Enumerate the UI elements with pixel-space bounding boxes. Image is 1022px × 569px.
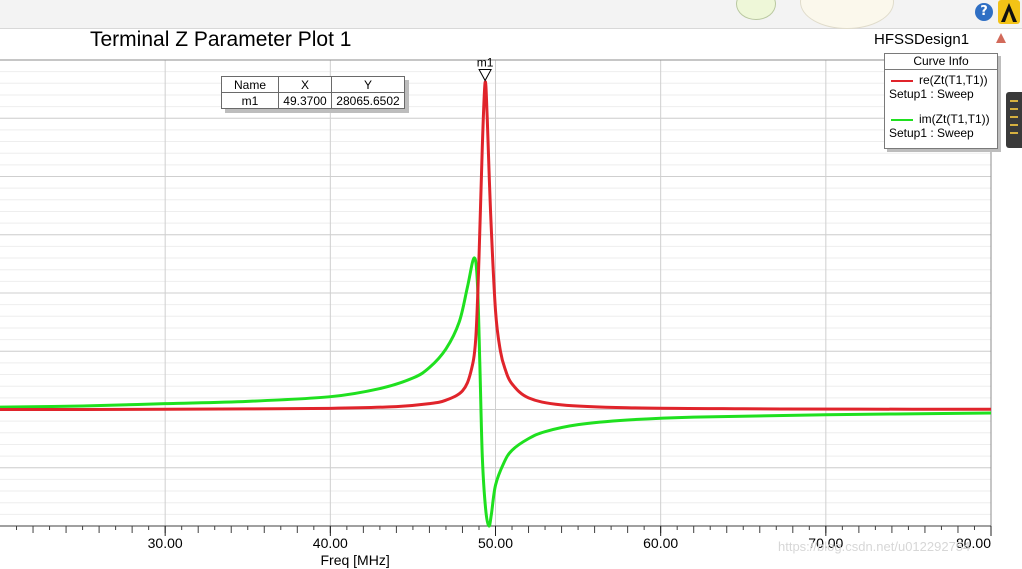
curve-info-legend[interactable]: Curve Info re(Zt(T1,T1)) Setup1 : Sweep … bbox=[884, 53, 998, 149]
x-tick-label: 60.00 bbox=[643, 535, 678, 551]
marker-table-cell-y: 28065.6502 bbox=[331, 92, 405, 109]
design-name: HFSSDesign1 bbox=[874, 31, 970, 48]
marker-table-cell-x: 49.3700 bbox=[278, 92, 332, 109]
x-tick-label: 40.00 bbox=[313, 535, 348, 551]
marker-table-header-name: Name bbox=[221, 76, 279, 93]
x-tick-label: 30.00 bbox=[148, 535, 183, 551]
legend-sub-re: Setup1 : Sweep bbox=[889, 87, 974, 101]
question-mark-icon[interactable]: ? bbox=[975, 3, 993, 21]
curves bbox=[0, 80, 992, 528]
marker-table[interactable]: Name X Y m1 49.3700 28065.6502 bbox=[221, 76, 405, 109]
axes: 30.00 40.00 50.00 60.00 70.00 80.00 Freq [MHz] bbox=[0, 59, 992, 568]
marker-triangle bbox=[478, 69, 492, 82]
legend-name-re: re(Zt(T1,T1)) bbox=[919, 73, 988, 87]
marker-table-cell-name: m1 bbox=[221, 92, 279, 109]
legend-swatch-re bbox=[891, 80, 913, 82]
marker-layer: m1 bbox=[477, 56, 494, 82]
design-warning-icon bbox=[996, 33, 1006, 43]
legend-sub-im: Setup1 : Sweep bbox=[889, 126, 974, 140]
x-tick-label: 80.00 bbox=[956, 535, 991, 551]
marker-table-header-x: X bbox=[278, 76, 332, 93]
legend-name-im: im(Zt(T1,T1)) bbox=[919, 112, 990, 126]
marker-label: m1 bbox=[477, 56, 494, 70]
series-line-im bbox=[0, 256, 992, 528]
x-tick-label: 50.00 bbox=[478, 535, 513, 551]
x-axis-label: Freq [MHz] bbox=[320, 552, 389, 568]
legend-entry-re[interactable]: re(Zt(T1,T1)) Setup1 : Sweep bbox=[885, 70, 997, 109]
legend-swatch-im bbox=[891, 119, 913, 121]
legend-title: Curve Info bbox=[885, 54, 997, 70]
legend-entry-im[interactable]: im(Zt(T1,T1)) Setup1 : Sweep bbox=[885, 109, 997, 148]
watermark: https://blog.csdn.net/u012292754 bbox=[778, 539, 971, 554]
marker-table-header-y: Y bbox=[331, 76, 405, 93]
series-line-re bbox=[0, 80, 992, 412]
ansys-logo-icon[interactable] bbox=[998, 0, 1020, 24]
plot-title: Terminal Z Parameter Plot 1 bbox=[90, 28, 352, 51]
vertical-toolbar-handle[interactable] bbox=[1006, 92, 1022, 148]
x-tick-label: 70.00 bbox=[808, 535, 843, 551]
